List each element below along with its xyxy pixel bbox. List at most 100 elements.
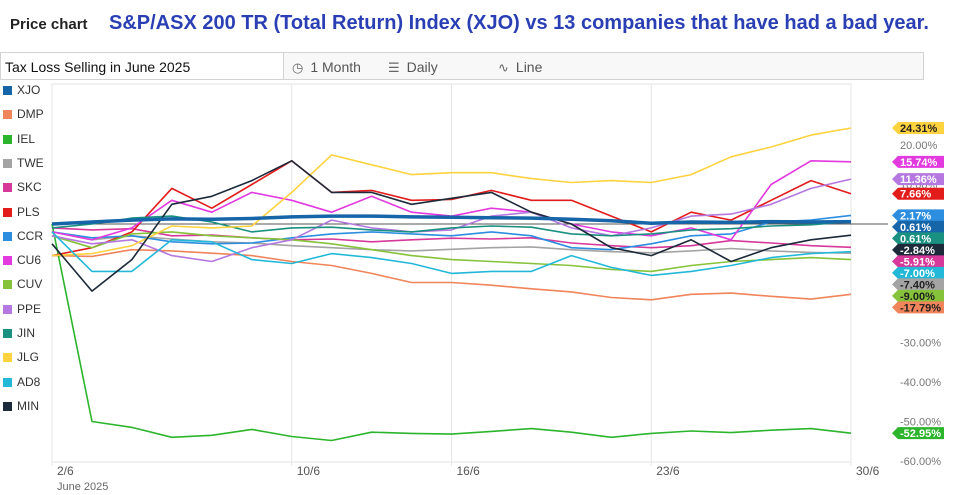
legend-item[interactable]: JIN [3,326,35,340]
legend-item[interactable]: PPE [3,302,41,316]
end-value-label: 2.17% [892,209,944,222]
end-value-text: 7.66% [900,189,931,201]
end-value-tag [892,220,944,233]
end-value-tag [892,266,944,279]
legend-label: TWE [17,155,44,170]
end-value-tag [892,173,944,186]
legend-swatch [3,353,12,363]
x-axis-sublabel: June 2025 [57,481,108,493]
y-tick-label: -40.00% [900,377,941,389]
end-value-text: -5.91% [900,256,935,268]
end-value-tag [892,121,944,134]
series-line-ccr [51,214,852,251]
end-value-text: -17.79% [900,302,941,314]
chart-style-label: Line [515,59,543,75]
legend-swatch [3,329,12,338]
legend-swatch [3,183,12,193]
end-value-label: 24.31% [892,121,944,135]
end-value-label: 0.61% [892,232,944,245]
end-value-tag [892,232,944,245]
series-line-dmp [51,248,852,301]
end-value-label: -17.79% [892,301,944,314]
legend-label: CCR [17,228,43,243]
end-value-text: -7.40% [900,279,935,291]
end-value-tag [892,289,944,302]
chart-style-selector[interactable]: ∿ Line [498,59,542,76]
end-value-label: -7.00% [892,266,944,280]
series-line-pls [51,160,852,257]
legend-label: JLG [17,350,40,365]
series-line-ppe [51,178,852,263]
legend-label: SKC [17,180,42,195]
end-value-label: -52.95% [892,427,944,440]
period-selector[interactable]: ◷ 1 Month [292,59,361,76]
x-tick-label: 2/6 [57,464,74,478]
x-tick-label: 23/6 [656,464,680,478]
y-tick-label: -50.00% [900,417,941,429]
legend-label: AD8 [17,374,41,389]
legend-item[interactable]: XJO [3,83,40,97]
legend-swatch [3,256,12,266]
end-value-text: 0.61% [900,222,931,234]
chart-toolbar: Tax Loss Selling in June 2025 ◷ 1 Month ☰… [0,52,924,80]
y-tick-label: -60.00% [900,456,941,468]
legend-swatch [3,401,12,411]
end-value-label: 7.66% [892,187,944,201]
legend-swatch [3,280,12,290]
series-line-jlg [51,127,852,257]
legend-item[interactable]: MIN [3,399,39,413]
legend-label: CUV [17,277,43,292]
end-value-tag [892,187,944,200]
series-line-min [51,160,852,292]
legend-item[interactable]: JLG [3,350,39,364]
end-value-tag [892,278,944,291]
end-value-tag [892,427,944,440]
legend-item[interactable]: IEL [3,132,35,146]
end-value-text: -7.00% [900,268,935,280]
legend-swatch [3,377,12,387]
legend-label: DMP [17,107,44,122]
series-line-xjo [51,214,852,226]
interval-label: Daily [406,59,438,75]
legend-item[interactable]: CU6 [3,253,41,267]
end-value-text: 2.17% [900,210,931,222]
end-value-text: 15.74% [900,157,938,169]
end-value-text: -2.84% [900,245,935,257]
watchlist-name: Tax Loss Selling in June 2025 [5,59,191,75]
legend-item[interactable]: TWE [3,156,44,170]
legend-item[interactable]: DMP [3,107,44,121]
y-tick-label: 20.00% [900,140,938,152]
end-value-label: 0.61% [892,220,944,234]
interval-selector[interactable]: ☰ Daily [388,59,438,76]
legend-item[interactable]: AD8 [3,375,40,389]
end-value-text: -9.00% [900,291,935,303]
clock-icon: ◷ [292,60,304,75]
legend-item[interactable]: CCR [3,229,43,243]
legend-item[interactable]: CUV [3,277,42,291]
bars-icon: ☰ [388,60,400,75]
x-tick-label: 30/6 [856,464,880,478]
series-line-iel [51,223,852,442]
chart-header: Price chart S&P/ASX 200 TR (Total Return… [0,0,960,50]
legend-swatch [3,86,12,95]
legend-label: JIN [17,326,35,340]
series-line-cuv [51,231,852,273]
watchlist-selector[interactable]: Tax Loss Selling in June 2025 [1,53,284,79]
series-line-ad8 [51,231,852,277]
x-tick-label: 16/6 [457,464,481,478]
y-tick-label: -30.00% [900,338,941,350]
chart-title: S&P/ASX 200 TR (Total Return) Index (XJO… [109,12,929,34]
end-value-label: -7.40% [892,278,944,291]
legend-item[interactable]: PLS [3,205,40,219]
series-line-skc [51,227,852,249]
end-value-tag [892,301,944,314]
end-value-tag [892,209,944,222]
end-value-tag [892,243,944,256]
legend-item[interactable]: SKC [3,180,42,194]
legend-swatch [3,110,12,120]
legend-label: XJO [17,83,41,97]
legend-label: PLS [17,204,40,219]
end-value-text: -52.95% [900,428,941,440]
legend-label: MIN [17,398,39,413]
end-value-text: 11.36% [900,174,937,186]
